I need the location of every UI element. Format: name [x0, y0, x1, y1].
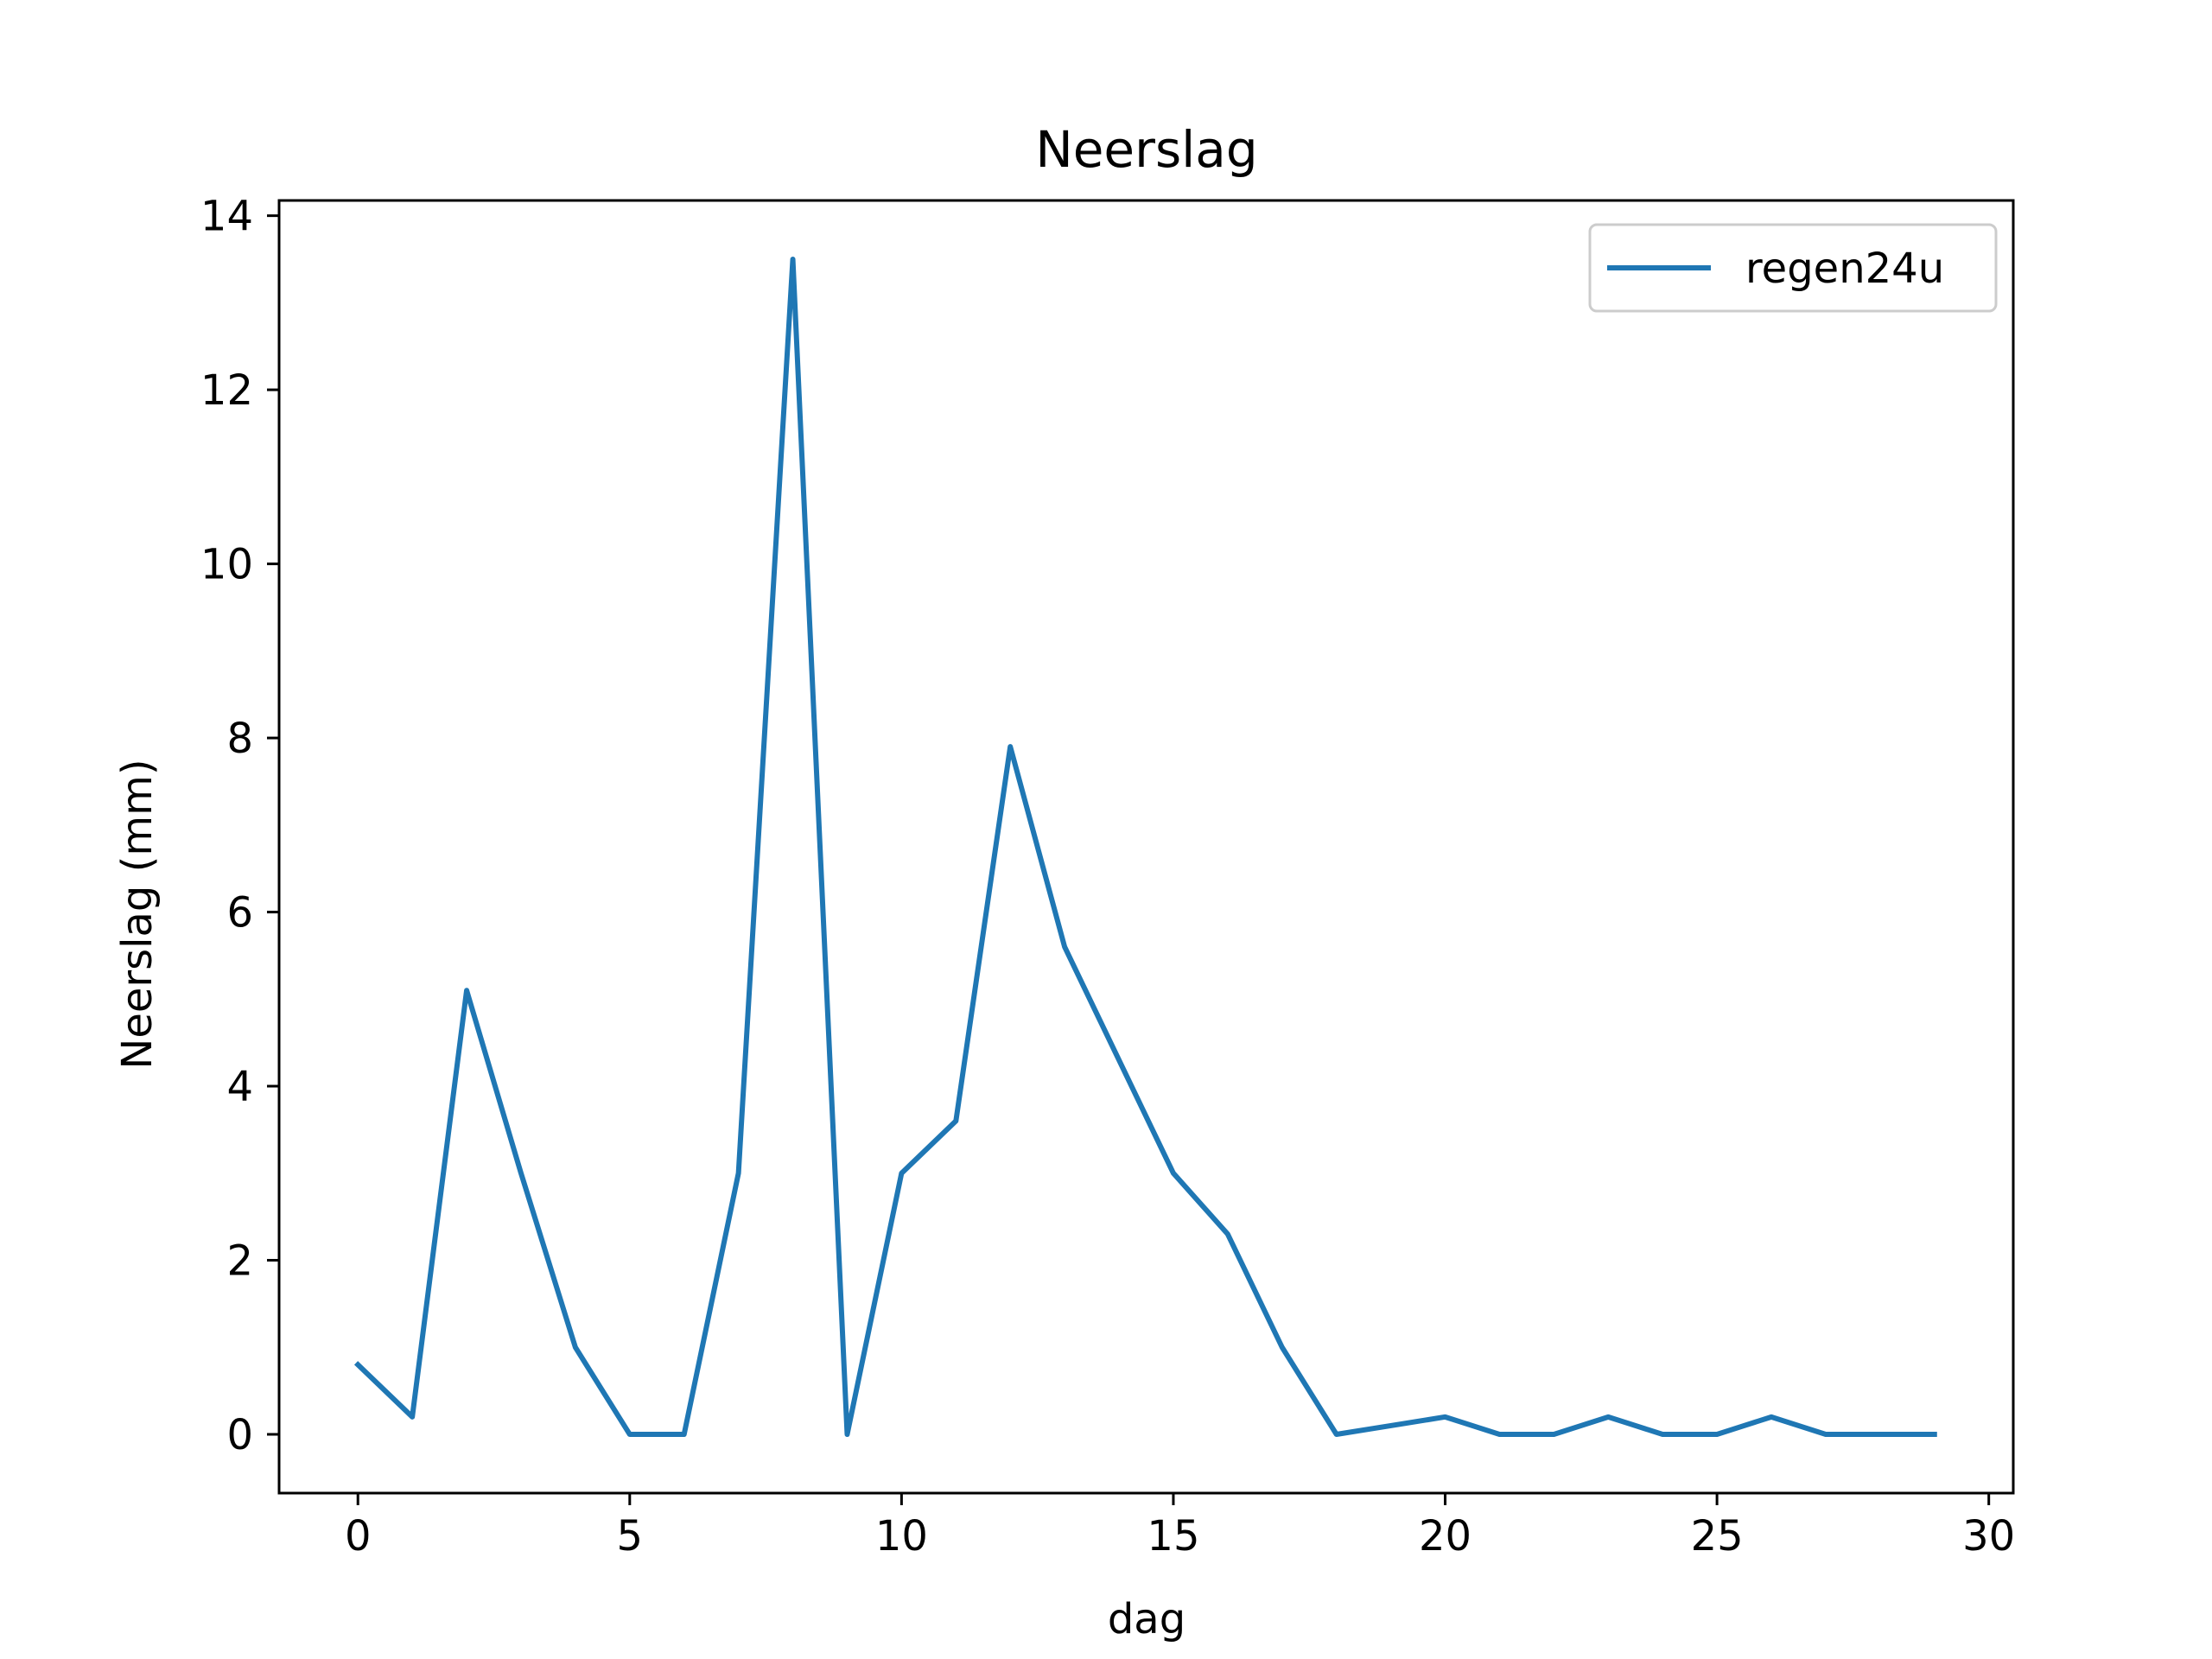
y-tick-label: 12 [200, 366, 253, 415]
y-tick-label: 10 [200, 541, 253, 589]
y-axis-label: Neerslag (mm) [113, 759, 162, 1069]
y-tick-label: 14 [200, 193, 253, 241]
axes-frame [277, 199, 2015, 1495]
y-tick-label: 8 [226, 715, 253, 763]
x-axis-label: dag [1108, 1595, 1185, 1643]
x-tick-label: 20 [1419, 1512, 1471, 1560]
x-tick-label: 0 [345, 1512, 372, 1560]
x-tick-label: 25 [1691, 1512, 1744, 1560]
x-tick-label: 30 [1962, 1512, 2015, 1560]
x-tick-label: 15 [1147, 1512, 1199, 1560]
y-tick-label: 4 [226, 1063, 253, 1111]
y-tick-label: 2 [226, 1237, 253, 1286]
legend-box [1588, 223, 1998, 313]
x-tick-label: 10 [875, 1512, 928, 1560]
plot-area: 0 5 10 15 20 25 30 0 2 4 6 8 10 12 14 regen24u [200, 193, 2015, 1560]
y-tick-label: 0 [226, 1411, 253, 1459]
legend-label-regen24u: regen24u [1745, 245, 1944, 293]
y-tick-label: 6 [226, 889, 253, 938]
x-tick-label: 5 [617, 1512, 644, 1560]
chart-title: Neerslag [1035, 120, 1257, 179]
series-line-regen24u [353, 257, 1937, 1437]
